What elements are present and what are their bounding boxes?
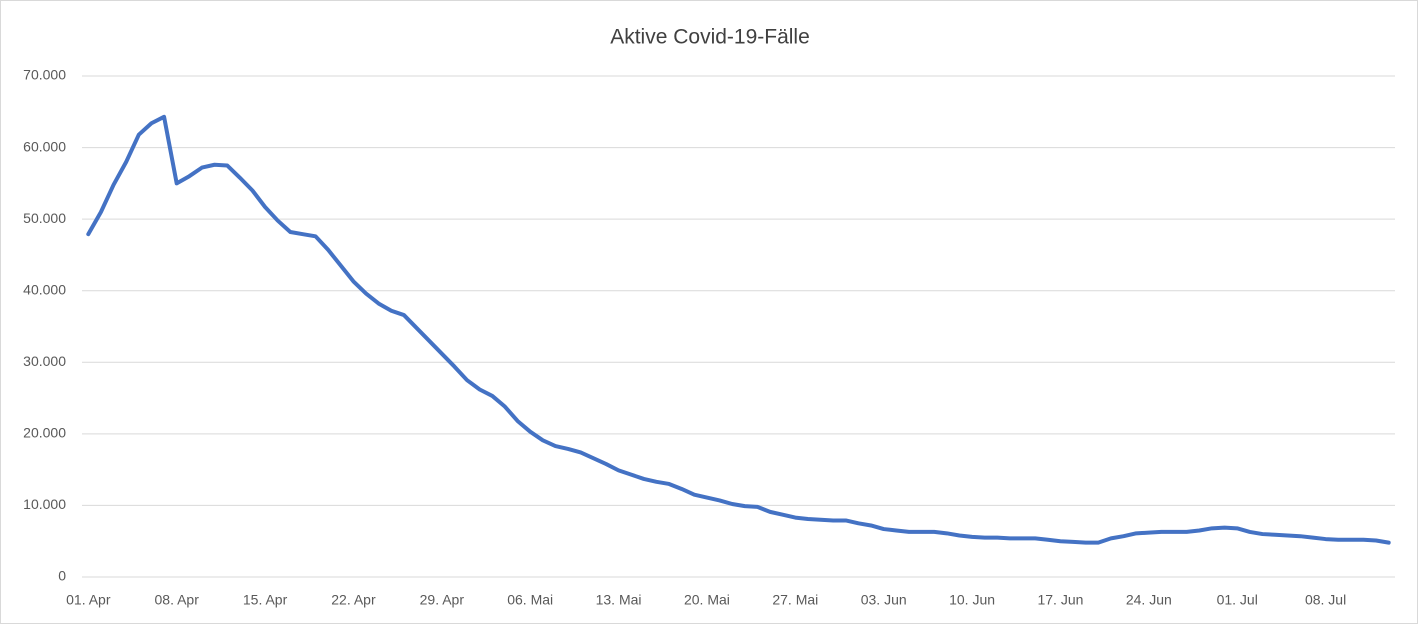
x-tick-label: 01. Apr	[66, 592, 111, 608]
y-tick-label: 30.000	[23, 353, 66, 369]
x-tick-label: 01. Jul	[1217, 592, 1258, 608]
x-tick-label: 06. Mai	[507, 592, 553, 608]
y-tick-label: 10.000	[23, 496, 66, 512]
data-line	[86, 114, 1391, 545]
x-tick-label: 10. Jun	[949, 592, 995, 608]
chart-title: Aktive Covid-19-Fälle	[610, 26, 810, 49]
x-tick-label: 03. Jun	[861, 592, 907, 608]
y-tick-label: 70.000	[23, 67, 66, 83]
y-tick-label: 60.000	[23, 138, 66, 154]
y-tick-label: 40.000	[23, 281, 66, 297]
x-tick-label: 15. Apr	[243, 592, 288, 608]
x-tick-label: 20. Mai	[684, 592, 730, 608]
x-tick-label: 08. Jul	[1305, 592, 1346, 608]
x-tick-label: 13. Mai	[596, 592, 642, 608]
x-tick-label: 22. Apr	[331, 592, 376, 608]
y-tick-label: 50.000	[23, 210, 66, 226]
y-tick-label: 0	[58, 568, 66, 584]
x-tick-label: 08. Apr	[155, 592, 200, 608]
x-tick-label: 17. Jun	[1037, 592, 1083, 608]
x-tick-label: 29. Apr	[420, 592, 465, 608]
x-tick-label: 27. Mai	[772, 592, 818, 608]
y-tick-label: 20.000	[23, 425, 66, 441]
x-tick-label: 24. Jun	[1126, 592, 1172, 608]
